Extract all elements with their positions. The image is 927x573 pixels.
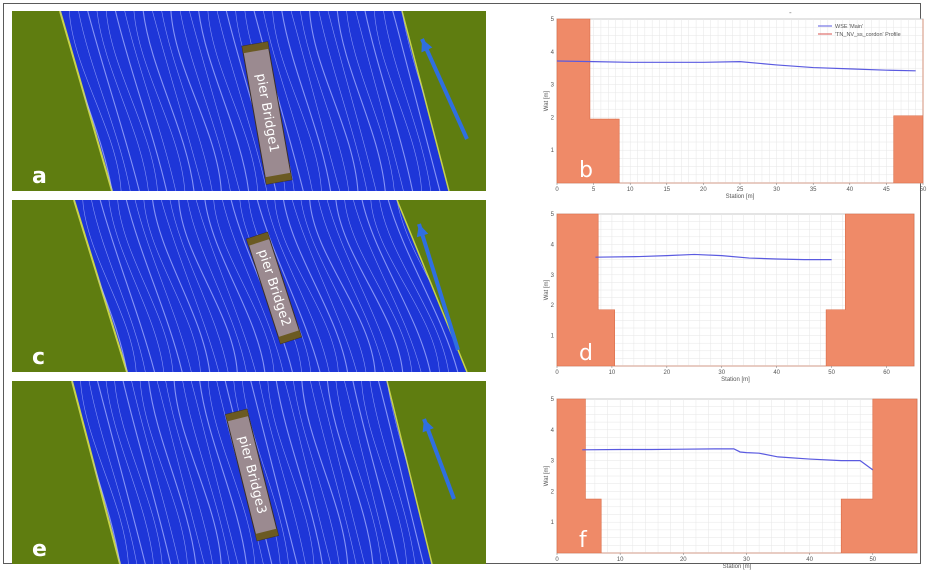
panel-letter: c bbox=[32, 345, 46, 370]
x-tick-label: 35 bbox=[810, 187, 817, 193]
y-tick-label: 4 bbox=[551, 242, 555, 248]
x-tick-label: 20 bbox=[700, 187, 707, 193]
x-tick-label: 25 bbox=[737, 187, 744, 193]
chart-letter: d bbox=[579, 341, 593, 366]
x-tick-label: 50 bbox=[869, 557, 876, 563]
streamlines bbox=[60, 11, 449, 191]
x-tick-label: 0 bbox=[555, 187, 559, 193]
cross-section-chart-b: 0 5 10 15 20 25 30 35 40 45 50 1 2 3 4 5 Station [m] Wat … bbox=[543, 13, 927, 203]
river-simulation: pier Bridge3 bbox=[12, 381, 486, 564]
cross-section-chart-d: 0 10 20 30 40 50 60 1 2 3 4 5 Station [m] Wat [m] d bbox=[543, 208, 923, 388]
x-tick-label: 20 bbox=[680, 557, 687, 563]
x-axis-title: Station [m] bbox=[726, 194, 755, 200]
y-axis-title: Wat [m] bbox=[544, 465, 550, 486]
x-tick-label: 10 bbox=[627, 187, 634, 193]
ground-profile bbox=[556, 398, 918, 554]
simulation-panel-a: pier Bridge1 a bbox=[12, 11, 486, 191]
x-tick-label: 40 bbox=[773, 370, 780, 376]
x-tick-label: 45 bbox=[883, 187, 890, 193]
legend-entry: 'TN_NV_ss_cordon' Profile bbox=[835, 32, 901, 38]
legend-entry: WSE 'Main' bbox=[835, 24, 863, 30]
y-tick-label: 4 bbox=[551, 428, 555, 434]
y-tick-label: 5 bbox=[551, 397, 555, 403]
panel-letter: a bbox=[32, 164, 47, 189]
y-tick-label: 1 bbox=[551, 334, 555, 340]
x-tick-label: 30 bbox=[773, 187, 780, 193]
simulation-panel-c: pier Bridge2 c bbox=[12, 200, 486, 372]
x-tick-label: 10 bbox=[609, 370, 616, 376]
river-simulation: pier Bridge2 bbox=[12, 200, 486, 372]
y-tick-label: 2 bbox=[551, 303, 555, 309]
y-tick-label: 3 bbox=[551, 459, 555, 465]
x-tick-label: 30 bbox=[718, 370, 725, 376]
flow-direction-arrow-icon bbox=[422, 418, 456, 500]
y-axis-title: Wat [m] bbox=[544, 90, 550, 111]
y-axis-title: Wat [m] bbox=[544, 279, 550, 300]
x-tick-label: 15 bbox=[663, 187, 670, 193]
y-tick-label: 2 bbox=[551, 115, 555, 121]
x-tick-label: 10 bbox=[617, 557, 624, 563]
ground-profile bbox=[556, 18, 924, 184]
x-tick-label: 50 bbox=[828, 370, 835, 376]
bridge-pier: pier Bridge2 bbox=[245, 231, 303, 345]
x-tick-label: 30 bbox=[743, 557, 750, 563]
x-tick-label: 50 bbox=[920, 187, 927, 193]
y-tick-label: 5 bbox=[551, 212, 555, 218]
water-surface-line bbox=[582, 448, 874, 471]
panel-letter: e bbox=[32, 537, 47, 562]
y-tick-label: 3 bbox=[551, 273, 555, 279]
y-tick-label: 2 bbox=[551, 489, 555, 495]
ground-profile bbox=[556, 213, 915, 367]
streamlines bbox=[72, 381, 432, 564]
x-tick-label: 40 bbox=[806, 557, 813, 563]
flow-direction-arrow-icon bbox=[420, 38, 469, 140]
x-tick-label: 40 bbox=[846, 187, 853, 193]
x-tick-label: 20 bbox=[664, 370, 671, 376]
streamlines bbox=[74, 200, 467, 372]
y-tick-label: 3 bbox=[551, 83, 555, 89]
simulation-panel-e: pier Bridge3 e bbox=[12, 381, 486, 564]
legend: WSE 'Main' 'TN_NV_ss_cordon' Profile bbox=[818, 24, 901, 38]
y-tick-label: 4 bbox=[551, 50, 555, 56]
x-tick-label: 0 bbox=[555, 370, 559, 376]
y-tick-label: 1 bbox=[551, 520, 555, 526]
y-tick-label: 1 bbox=[551, 148, 555, 154]
river-simulation: pier Bridge1 bbox=[12, 11, 486, 191]
flow-direction-arrow-icon bbox=[416, 223, 460, 351]
chart-letter: f bbox=[579, 528, 588, 553]
x-tick-label: 60 bbox=[883, 370, 890, 376]
x-tick-label: 0 bbox=[555, 557, 559, 563]
water-surface-line bbox=[556, 60, 916, 72]
x-axis-title: Station [m] bbox=[723, 564, 752, 570]
x-axis-title: Station [m] bbox=[721, 377, 750, 383]
cross-section-chart-f: 0 10 20 30 40 50 1 2 3 4 5 Station [m] Wat [m] f bbox=[543, 393, 923, 571]
chart-letter: b bbox=[579, 158, 593, 183]
x-tick-label: 5 bbox=[592, 187, 596, 193]
y-tick-label: 5 bbox=[551, 17, 555, 23]
bridge-pier: pier Bridge1 bbox=[241, 41, 293, 185]
top-dash: - bbox=[789, 8, 792, 17]
water-surface-line bbox=[595, 253, 832, 261]
